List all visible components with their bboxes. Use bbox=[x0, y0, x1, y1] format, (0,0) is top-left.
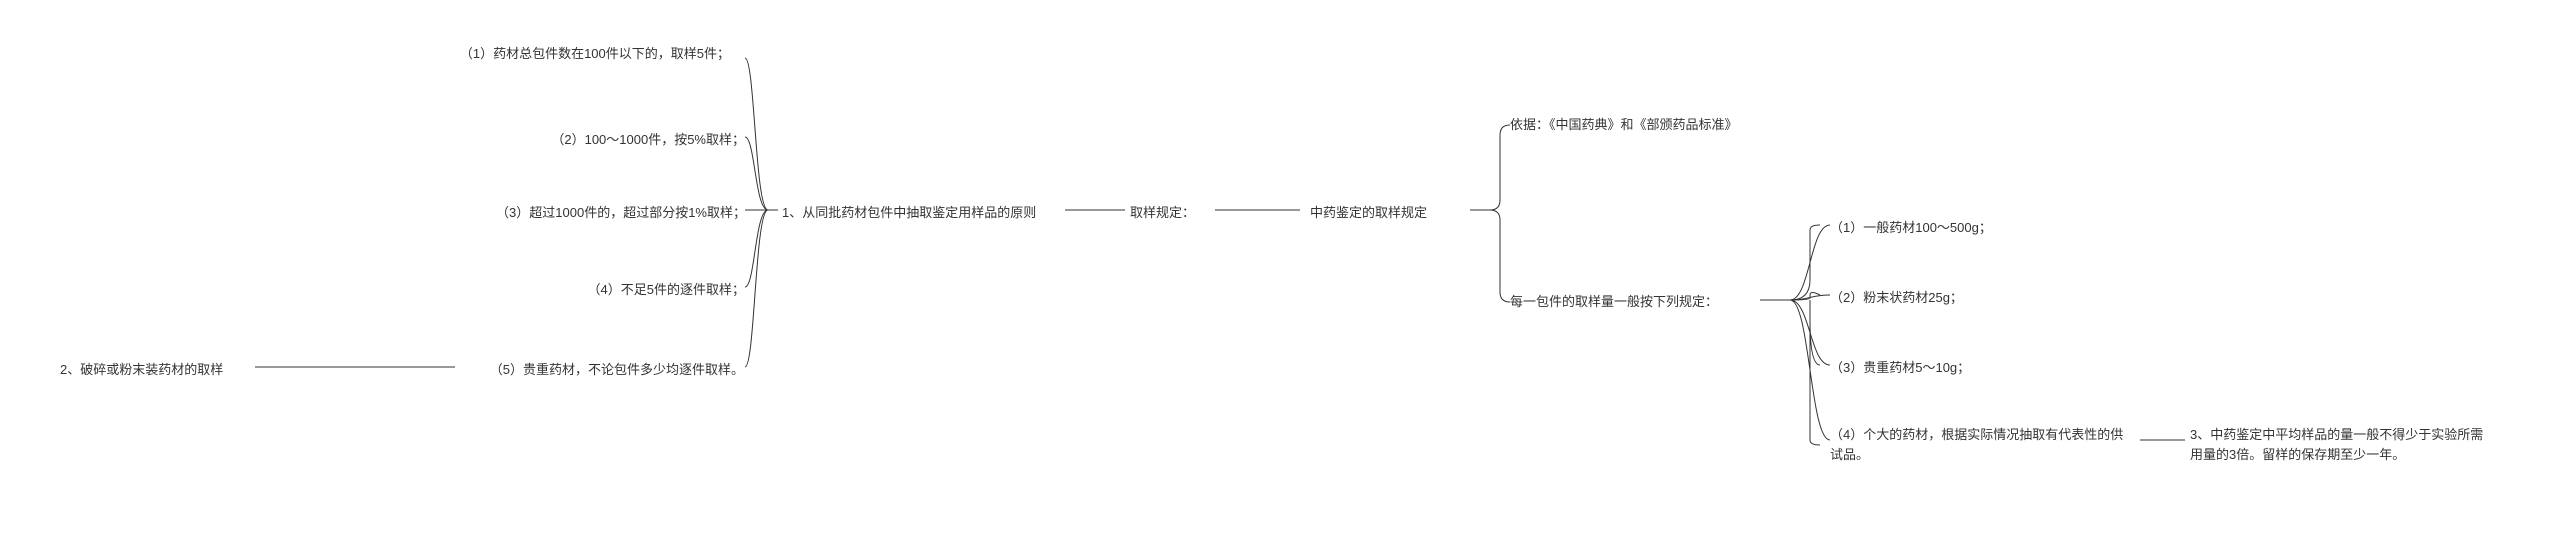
node-c5-text: 1、从同批药材包件中抽取鉴定用样品的原则 bbox=[782, 205, 1036, 220]
node-d5-text: （4）不足5件的逐件取样； bbox=[588, 282, 745, 297]
node-c2-text: （2）粉末状药材25g； bbox=[1830, 290, 1963, 305]
node-c5: 1、从同批药材包件中抽取鉴定用样品的原则 bbox=[782, 203, 1062, 223]
node-basis-text: 依据：《中国药典》和《部颁药品标准》 bbox=[1510, 117, 1738, 132]
node-d2: （1）药材总包件数在100件以下的，取样5件； bbox=[430, 44, 730, 64]
node-c3: （3）贵重药材5～10g； bbox=[1830, 358, 2050, 378]
center-node: 中药鉴定的取样规定 bbox=[1310, 203, 1427, 223]
node-d6: （5）贵重药材，不论包件多少均逐件取样。 bbox=[462, 360, 744, 380]
node-b3-text: 取样规定： bbox=[1130, 205, 1195, 220]
node-d4-text: （3）超过1000件的，超过部分按1%取样； bbox=[496, 205, 746, 220]
node-d6-text: （5）贵重药材，不论包件多少均逐件取样。 bbox=[490, 362, 744, 377]
node-per-package: 每一包件的取样量一般按下列规定： bbox=[1510, 292, 1750, 312]
node-c3-text: （3）贵重药材5～10g； bbox=[1830, 360, 1970, 375]
node-d4: （3）超过1000件的，超过部分按1%取样； bbox=[466, 203, 746, 223]
node-c6: 2、破碎或粉末装药材的取样 bbox=[60, 360, 250, 380]
node-c1-text: （1）一般药材100～500g； bbox=[1830, 220, 1992, 235]
node-per-package-text: 每一包件的取样量一般按下列规定： bbox=[1510, 294, 1718, 309]
node-c4: （4）个大的药材，根据实际情况抽取有代表性的供试品。 bbox=[1830, 425, 2130, 464]
node-basis: 依据：《中国药典》和《部颁药品标准》 bbox=[1510, 115, 1750, 135]
node-c1: （1）一般药材100～500g； bbox=[1830, 218, 2050, 238]
node-d5: （4）不足5件的逐件取样； bbox=[570, 280, 745, 300]
node-d1-text: 3、中药鉴定中平均样品的量一般不得少于实验所需用量的3倍。留样的保存期至少一年。 bbox=[2190, 427, 2483, 462]
node-d3-text: （2）100～1000件，按5%取样； bbox=[551, 132, 745, 147]
node-c2: （2）粉末状药材25g； bbox=[1830, 288, 2050, 308]
node-d1: 3、中药鉴定中平均样品的量一般不得少于实验所需用量的3倍。留样的保存期至少一年。 bbox=[2190, 425, 2490, 464]
node-d3: （2）100～1000件，按5%取样； bbox=[530, 130, 745, 150]
node-c4-text: （4）个大的药材，根据实际情况抽取有代表性的供试品。 bbox=[1830, 427, 2123, 462]
node-b3: 取样规定： bbox=[1130, 203, 1210, 223]
center-text: 中药鉴定的取样规定 bbox=[1310, 205, 1427, 220]
node-d2-text: （1）药材总包件数在100件以下的，取样5件； bbox=[460, 46, 730, 61]
node-c6-text: 2、破碎或粉末装药材的取样 bbox=[60, 362, 223, 377]
